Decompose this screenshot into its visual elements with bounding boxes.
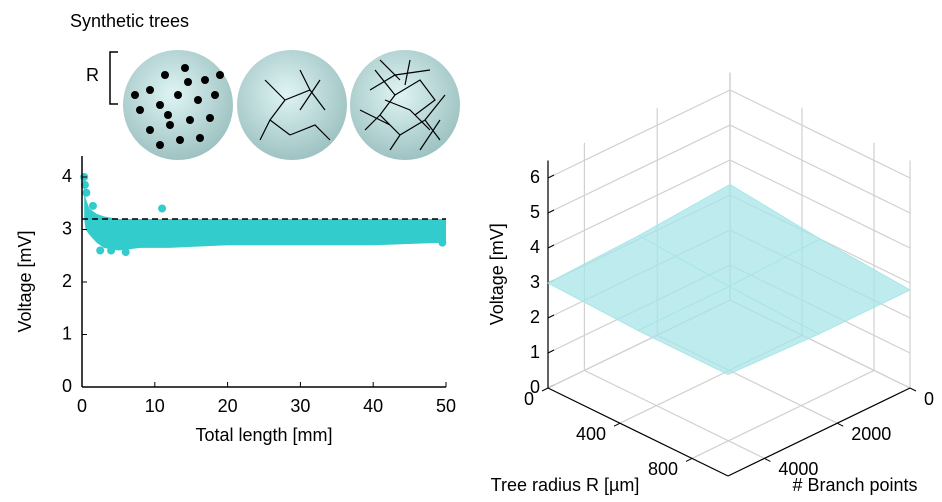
z-tick [548,350,554,353]
y-tick [837,423,843,426]
z-tick-label: 3 [530,272,540,292]
z-tick-label: 5 [530,202,540,222]
point [96,247,104,255]
scale-bracket [110,52,118,104]
x-tick-label: 10 [145,396,165,416]
z-tick-label: 6 [530,167,540,187]
sphere [237,50,347,160]
point [158,205,166,213]
point [438,239,446,247]
sphere [123,50,233,160]
point-band [84,182,446,250]
x-tick-label: 20 [218,396,238,416]
scale-label: R [86,65,99,85]
y-tick-label: 4 [62,166,72,186]
x-tick-label: 400 [576,424,606,444]
y-tick-label: 1 [62,323,72,343]
grid-line [730,125,910,213]
y-tick-label: 0 [924,389,934,409]
y-tick-label: 2 [62,271,72,291]
grid-line [692,370,874,458]
x-tick [542,388,548,391]
y-tick [764,458,770,461]
y-axis-label: Voltage [mV] [15,230,35,332]
y-tick-label: 2000 [851,424,891,444]
z-axis-label: Voltage [mV] [487,223,507,325]
y-tick [910,388,916,391]
z-tick [548,245,554,248]
z-tick-label: 2 [530,307,540,327]
y-tick-label: 0 [62,376,72,396]
grid-line [584,370,764,458]
tree-icons [123,50,460,160]
point [107,247,115,255]
x-tick-label: 40 [363,396,383,416]
y-tick-label: 3 [62,218,72,238]
x-tick-label: 50 [436,396,456,416]
z-tick [548,175,554,178]
z-tick-label: 1 [530,342,540,362]
header-title: Synthetic trees [70,11,189,31]
x-axis-label: Total length [mm] [195,425,332,445]
y-axis-label: # Branch points [792,475,917,495]
grid-line [730,90,910,178]
point [89,202,97,210]
x-tick [686,458,692,461]
point [122,248,130,256]
x-tick-label: 0 [77,396,87,416]
x-tick-label: 30 [290,396,310,416]
x-tick-label: 0 [524,389,534,409]
z-tick [548,210,554,213]
grid-line [548,90,730,178]
z-tick-label: 4 [530,237,540,257]
point [82,189,90,197]
x-tick-label: 800 [648,459,678,479]
x-tick [614,423,620,426]
x-axis-label: Tree radius R [µm] [491,475,640,495]
z-tick [548,315,554,318]
figure: Synthetic trees R 0123401020304050Total … [0,0,942,502]
sphere [350,50,460,160]
